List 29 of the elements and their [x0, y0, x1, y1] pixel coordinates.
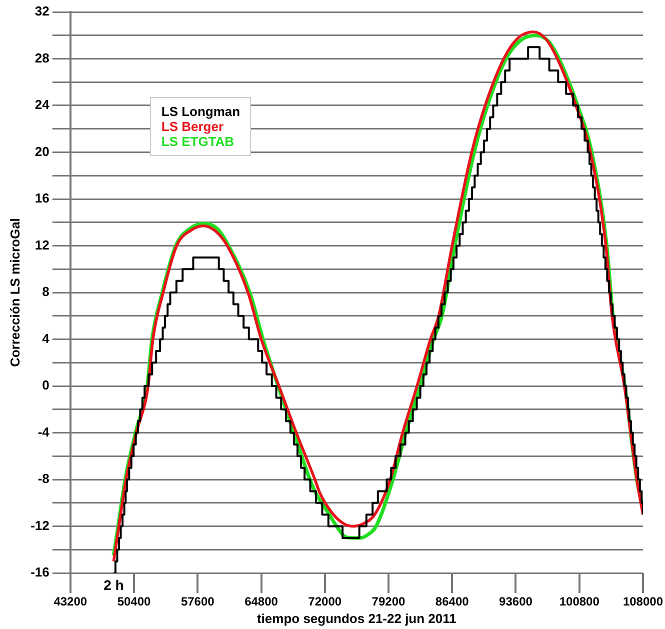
text: 2 h: [104, 576, 124, 593]
text: LS ETGTAB: [161, 134, 236, 149]
y-tick-label: -4: [38, 424, 50, 440]
y-tick-label: 32: [34, 4, 50, 19]
x-tick-label: 108000: [622, 594, 664, 609]
x-tick-label: 50400: [117, 594, 152, 609]
y-axis-title: Corrección LS microGal: [7, 218, 22, 367]
x-tick-label: 79200: [372, 594, 406, 609]
y-tick-label: 4: [42, 330, 50, 346]
x-tick-label: 43200: [54, 594, 88, 609]
x-tick-label: 72000: [308, 594, 342, 609]
y-tick-label: 16: [34, 190, 50, 206]
y-tick-label: 28: [34, 50, 50, 66]
x-axis-title: tiempo segundos 21-22 jun 2011: [256, 610, 456, 626]
text: LS Longman: [161, 104, 240, 119]
y-tick-label: 0: [42, 378, 50, 393]
y-tick-label: 12: [34, 237, 50, 252]
y-tick-label: -16: [30, 564, 50, 580]
y-tick-label: 8: [42, 284, 50, 300]
x-tick-label: 93600: [499, 594, 533, 609]
x-tick-label: 57600: [180, 594, 215, 609]
x-tick-label: 64800: [244, 594, 278, 609]
y-tick-label: 24: [34, 97, 50, 112]
text: LS Berger: [161, 119, 225, 134]
y-tick-label: 20: [34, 144, 50, 159]
y-tick-label: -8: [38, 471, 50, 486]
x-tick-label: 100800: [559, 594, 600, 609]
x-tick-label: 86400: [435, 594, 470, 609]
y-tick-label: -12: [30, 518, 50, 533]
